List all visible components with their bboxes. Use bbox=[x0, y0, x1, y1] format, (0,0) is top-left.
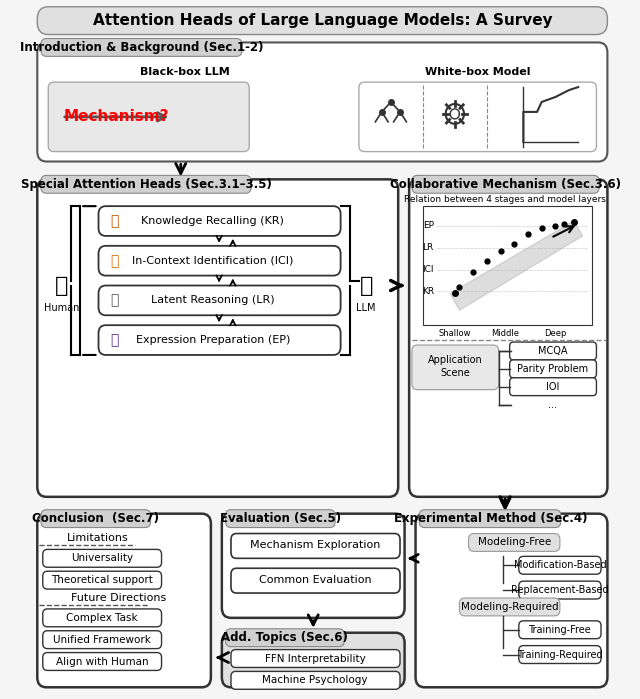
Text: Theoretical support: Theoretical support bbox=[51, 575, 153, 585]
Text: Unified Framework: Unified Framework bbox=[53, 635, 151, 644]
Text: Modeling-Required: Modeling-Required bbox=[461, 602, 559, 612]
FancyBboxPatch shape bbox=[231, 649, 400, 668]
FancyBboxPatch shape bbox=[509, 377, 596, 396]
Text: Machine Psychology: Machine Psychology bbox=[262, 675, 368, 685]
Text: Middle: Middle bbox=[491, 329, 519, 338]
FancyBboxPatch shape bbox=[43, 549, 161, 568]
Text: Parity Problem: Parity Problem bbox=[517, 364, 588, 374]
Text: EP: EP bbox=[423, 222, 434, 231]
Text: 🔍: 🔍 bbox=[110, 254, 118, 268]
FancyBboxPatch shape bbox=[99, 206, 340, 236]
Text: 💬: 💬 bbox=[110, 214, 118, 228]
FancyBboxPatch shape bbox=[37, 7, 607, 34]
Text: 👤: 👤 bbox=[55, 275, 68, 296]
Text: Relation between 4 stages and model layers: Relation between 4 stages and model laye… bbox=[404, 195, 606, 203]
Text: Conclusion  (Sec.7): Conclusion (Sec.7) bbox=[32, 512, 159, 525]
FancyBboxPatch shape bbox=[509, 360, 596, 377]
Text: 🗣: 🗣 bbox=[110, 333, 118, 347]
Text: ...: ... bbox=[548, 400, 557, 410]
Text: Deep: Deep bbox=[544, 329, 566, 338]
FancyBboxPatch shape bbox=[519, 646, 601, 663]
FancyBboxPatch shape bbox=[41, 510, 150, 528]
Text: FFN Interpretability: FFN Interpretability bbox=[265, 654, 365, 663]
FancyBboxPatch shape bbox=[231, 672, 400, 689]
FancyBboxPatch shape bbox=[37, 180, 398, 497]
Text: Attention Heads of Large Language Models: A Survey: Attention Heads of Large Language Models… bbox=[93, 13, 552, 28]
FancyBboxPatch shape bbox=[415, 514, 607, 687]
Text: Application: Application bbox=[428, 355, 482, 365]
FancyBboxPatch shape bbox=[468, 533, 560, 552]
Text: Training-Free: Training-Free bbox=[529, 625, 591, 635]
Text: IOI: IOI bbox=[546, 382, 559, 391]
Text: Collaborative Mechanism (Sec.3.6): Collaborative Mechanism (Sec.3.6) bbox=[390, 178, 621, 191]
Text: Experimental Method (Sec.4): Experimental Method (Sec.4) bbox=[394, 512, 588, 525]
FancyBboxPatch shape bbox=[519, 621, 601, 639]
Text: 🤖: 🤖 bbox=[360, 275, 373, 296]
Text: Modeling-Free: Modeling-Free bbox=[477, 538, 551, 547]
Text: Limitations: Limitations bbox=[67, 533, 128, 544]
Text: Universality: Universality bbox=[71, 554, 133, 563]
Text: Evaluation (Sec.5): Evaluation (Sec.5) bbox=[220, 512, 341, 525]
Text: Black-box LLM: Black-box LLM bbox=[140, 67, 230, 77]
FancyBboxPatch shape bbox=[412, 175, 599, 193]
FancyBboxPatch shape bbox=[99, 285, 340, 315]
Text: Special Attention Heads (Sec.3.1–3.5): Special Attention Heads (Sec.3.1–3.5) bbox=[20, 178, 271, 191]
FancyBboxPatch shape bbox=[409, 180, 607, 497]
Text: Introduction & Background (Sec.1-2): Introduction & Background (Sec.1-2) bbox=[20, 41, 263, 54]
Text: Add. Topics (Sec.6): Add. Topics (Sec.6) bbox=[221, 631, 348, 644]
FancyBboxPatch shape bbox=[509, 342, 596, 360]
Text: Human: Human bbox=[44, 303, 79, 313]
FancyBboxPatch shape bbox=[222, 633, 404, 687]
Text: Common Evaluation: Common Evaluation bbox=[259, 575, 371, 585]
FancyBboxPatch shape bbox=[43, 571, 161, 589]
FancyBboxPatch shape bbox=[359, 82, 596, 152]
Text: ICI: ICI bbox=[422, 265, 434, 274]
FancyBboxPatch shape bbox=[519, 581, 601, 599]
FancyBboxPatch shape bbox=[48, 82, 249, 152]
Text: Complex Task: Complex Task bbox=[67, 613, 138, 623]
FancyBboxPatch shape bbox=[231, 533, 400, 559]
Text: Mechanism Exploration: Mechanism Exploration bbox=[250, 540, 380, 550]
Text: Scene: Scene bbox=[440, 368, 470, 378]
Text: Knowledge Recalling (KR): Knowledge Recalling (KR) bbox=[141, 216, 284, 226]
FancyBboxPatch shape bbox=[231, 568, 400, 593]
FancyBboxPatch shape bbox=[460, 598, 560, 616]
Text: LR: LR bbox=[422, 243, 434, 252]
FancyBboxPatch shape bbox=[99, 325, 340, 355]
Text: Latent Reasoning (LR): Latent Reasoning (LR) bbox=[151, 296, 275, 305]
FancyBboxPatch shape bbox=[37, 514, 211, 687]
Text: Training-Required: Training-Required bbox=[517, 649, 603, 660]
Text: Mechanism?: Mechanism? bbox=[64, 109, 170, 124]
FancyBboxPatch shape bbox=[419, 510, 561, 528]
Text: Align with Human: Align with Human bbox=[56, 656, 148, 667]
Text: In-Context Identification (ICI): In-Context Identification (ICI) bbox=[132, 256, 293, 266]
FancyBboxPatch shape bbox=[43, 630, 161, 649]
FancyBboxPatch shape bbox=[412, 345, 499, 389]
Text: KR: KR bbox=[422, 287, 434, 296]
FancyBboxPatch shape bbox=[37, 43, 607, 161]
Bar bbox=[423, 206, 592, 325]
Text: Replacement-Based: Replacement-Based bbox=[511, 585, 609, 595]
FancyBboxPatch shape bbox=[99, 246, 340, 275]
FancyBboxPatch shape bbox=[41, 38, 242, 57]
Text: Shallow: Shallow bbox=[438, 329, 471, 338]
Text: MCQA: MCQA bbox=[538, 346, 567, 356]
Text: 💡: 💡 bbox=[110, 294, 118, 308]
FancyBboxPatch shape bbox=[43, 653, 161, 670]
Text: White-box Model: White-box Model bbox=[425, 67, 531, 77]
FancyBboxPatch shape bbox=[222, 514, 404, 618]
Text: Future Directions: Future Directions bbox=[71, 593, 166, 603]
FancyBboxPatch shape bbox=[43, 609, 161, 627]
FancyBboxPatch shape bbox=[225, 629, 344, 647]
Polygon shape bbox=[451, 221, 583, 310]
Text: Expression Preparation (EP): Expression Preparation (EP) bbox=[136, 335, 290, 345]
Text: LLM: LLM bbox=[356, 303, 376, 313]
FancyBboxPatch shape bbox=[225, 510, 335, 528]
FancyBboxPatch shape bbox=[41, 175, 251, 193]
FancyBboxPatch shape bbox=[519, 556, 601, 574]
Text: Modification-Based: Modification-Based bbox=[513, 561, 606, 570]
